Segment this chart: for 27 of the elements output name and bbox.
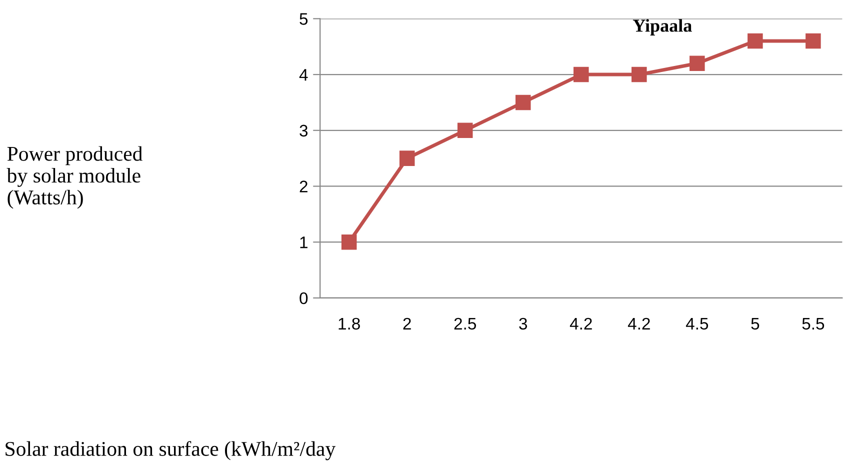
point	[574, 66, 589, 82]
x-tick-label: 2	[403, 318, 411, 330]
point	[457, 122, 473, 138]
y-tick-label: 4	[299, 69, 308, 81]
y-tick-label: 2	[300, 180, 308, 192]
y-tick-label: 5	[300, 13, 308, 25]
y-tick-label: 3	[300, 124, 308, 137]
point	[690, 56, 705, 71]
point	[806, 33, 821, 49]
x-tick-label: 5	[751, 318, 760, 330]
x-tick-label: 2.5	[454, 318, 476, 330]
x-tick-label: 3	[519, 318, 528, 330]
x-tick-label: 4.2	[570, 318, 592, 330]
point	[341, 234, 357, 250]
x-tick-label: 1.8	[338, 318, 360, 330]
series-label: Yipaala	[632, 19, 692, 36]
x-tick-label: 4.2	[628, 318, 650, 330]
x-tick-label: 5.5	[802, 318, 824, 330]
text: Power produced by solar module (Watts/h)	[6, 146, 142, 209]
text: Solar radiation on surface (kWh/m²/day	[6, 441, 336, 460]
point	[399, 150, 415, 166]
y-tick-label: 1	[300, 236, 308, 248]
y-tick-label: 0	[300, 292, 308, 304]
point	[632, 66, 647, 82]
point	[748, 33, 763, 49]
x-tick-label: 4.5	[686, 318, 708, 330]
point	[515, 94, 531, 110]
